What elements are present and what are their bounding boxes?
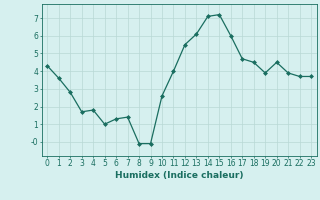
X-axis label: Humidex (Indice chaleur): Humidex (Indice chaleur) (115, 171, 244, 180)
